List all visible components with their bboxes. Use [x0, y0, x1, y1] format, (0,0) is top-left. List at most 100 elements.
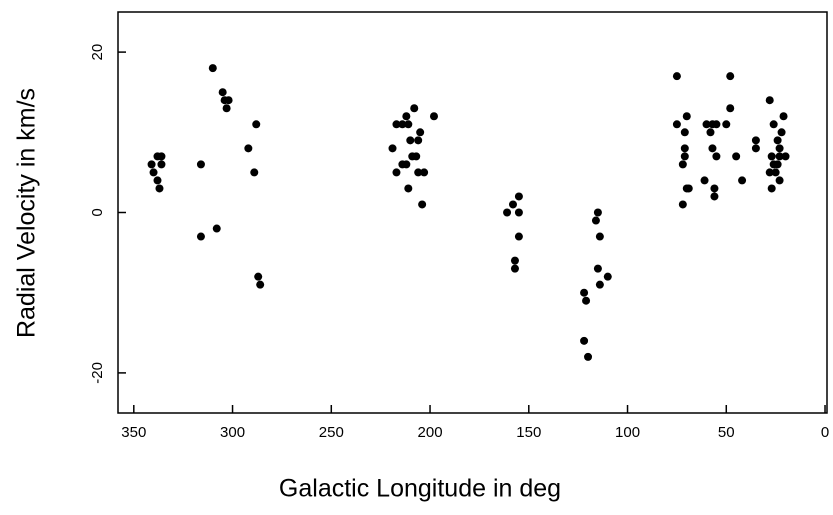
point: [429, 112, 438, 121]
point: [514, 192, 523, 201]
point: [408, 152, 417, 161]
point: [406, 136, 415, 145]
point: [503, 208, 512, 217]
point: [404, 120, 413, 129]
point: [710, 192, 719, 201]
point: [702, 120, 711, 129]
point: [777, 128, 786, 137]
x-tick-label: 50: [718, 424, 735, 441]
point: [414, 136, 423, 145]
point: [726, 72, 735, 81]
point: [684, 184, 693, 193]
point: [582, 296, 591, 305]
point: [738, 176, 747, 185]
point: [508, 200, 517, 209]
point: [250, 168, 259, 177]
point: [224, 96, 233, 105]
point: [726, 104, 735, 113]
point: [591, 216, 600, 225]
point: [212, 224, 221, 233]
point: [416, 128, 425, 137]
point: [222, 104, 231, 113]
y-axis-title: Radial Velocity in km/s: [13, 88, 41, 338]
point: [767, 152, 776, 161]
point: [514, 232, 523, 241]
point: [153, 176, 162, 185]
point: [157, 160, 166, 169]
x-axis-title: Galactic Longitude in deg: [279, 475, 561, 503]
point: [712, 120, 721, 129]
point: [388, 144, 397, 153]
point: [414, 168, 423, 177]
point: [244, 144, 253, 153]
point: [767, 184, 776, 193]
point: [149, 168, 158, 177]
point: [722, 120, 731, 129]
point: [712, 152, 721, 161]
point: [398, 120, 407, 129]
x-tick-label: 350: [121, 424, 146, 441]
point: [773, 136, 782, 145]
point: [595, 232, 604, 241]
point: [771, 168, 780, 177]
point: [751, 144, 760, 153]
point: [404, 184, 413, 193]
point: [252, 120, 261, 129]
point: [775, 144, 784, 153]
point: [402, 160, 411, 169]
point: [256, 280, 265, 289]
point: [595, 280, 604, 289]
x-tick-label: 150: [516, 424, 541, 441]
point: [392, 168, 401, 177]
point: [773, 160, 782, 169]
x-tick-label: 200: [418, 424, 443, 441]
point: [672, 120, 681, 129]
point: [510, 264, 519, 273]
point: [254, 272, 263, 281]
point: [196, 160, 205, 169]
y-tick-label: -20: [89, 362, 106, 384]
point: [580, 336, 589, 345]
point: [593, 264, 602, 273]
point: [208, 64, 217, 73]
point: [410, 104, 419, 113]
point: [775, 176, 784, 185]
point: [775, 152, 784, 161]
point: [765, 96, 774, 105]
point: [580, 288, 589, 297]
point: [706, 128, 715, 137]
y-tick-label: 20: [89, 44, 106, 61]
point: [672, 72, 681, 81]
point: [510, 256, 519, 265]
point: [514, 208, 523, 217]
y-tick-label: 0: [89, 208, 106, 216]
point: [678, 160, 687, 169]
point: [157, 152, 166, 161]
point: [682, 112, 691, 121]
point: [196, 232, 205, 241]
point: [402, 112, 411, 121]
x-tick-label: 250: [319, 424, 344, 441]
point: [708, 144, 717, 153]
point: [593, 208, 602, 217]
point: [779, 112, 788, 121]
point: [700, 176, 709, 185]
point: [710, 184, 719, 193]
point: [218, 88, 227, 97]
point: [769, 120, 778, 129]
point: [418, 200, 427, 209]
point: [584, 352, 593, 361]
point: [680, 144, 689, 153]
point: [680, 152, 689, 161]
point: [781, 152, 790, 161]
point: [732, 152, 741, 161]
x-tick-label: 0: [821, 424, 829, 441]
x-tick-label: 100: [615, 424, 640, 441]
point: [147, 160, 156, 169]
point: [603, 272, 612, 281]
point: [155, 184, 164, 193]
plot-frame: [117, 11, 828, 414]
point: [751, 136, 760, 145]
point: [420, 168, 429, 177]
